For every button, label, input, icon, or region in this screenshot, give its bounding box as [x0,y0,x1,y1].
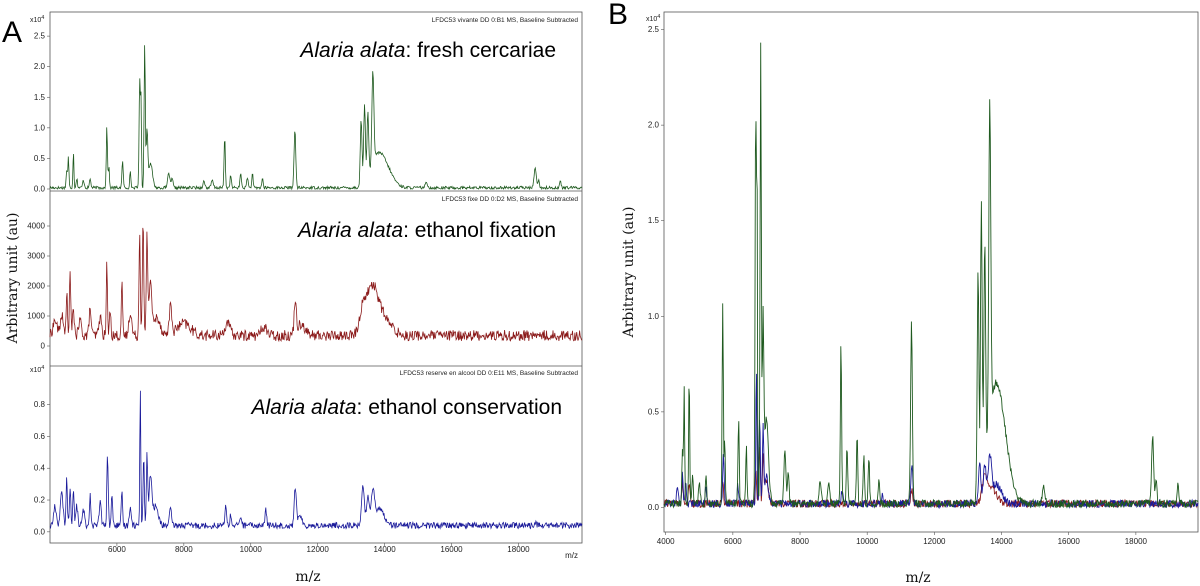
panel-a-x-tick-label: 12000 [307,545,330,554]
subplot-3-header: LFDC53 reserve en alcool DD 0:E11 MS, Ba… [400,370,579,377]
panel-b-y-tick-label: 1.0 [648,312,660,321]
panel-a-x-axis-title: m/z [295,569,320,585]
subplot-1-y-tick-label: 0.5 [34,154,46,163]
panel-b-y-axis-title: Arbitrary unit (au) [621,207,637,339]
panel-b-y-tick-label: 2.0 [648,121,660,130]
panel-b-x-tick-label: 16000 [1058,537,1081,546]
panel-a-x-tick-label: 10000 [240,545,263,554]
subplot-2-species: Alaria alata [296,219,403,242]
panel-b-spectra [663,42,1199,510]
subplot-2-annotation: Alaria alata: ethanol fixation [296,219,556,242]
subplot-2-header: LFDC53 fixe DD 0:D2 MS, Baseline Subtrac… [442,196,579,203]
subplot-3-species: Alaria alata [249,396,356,419]
panel-a-y-axis-title: Arbitrary unit (au) [5,213,21,345]
panel-b-letter: B [608,0,628,31]
subplot-1-spectrum-line [49,45,583,191]
subplot-1-species: Alaria alata [298,39,405,62]
subplot-3-y-ticks: 0.0 0.2 0.4 0.6 0.8 [34,400,50,536]
subplot-2-y-ticks: 0 1000 2000 3000 4000 [27,222,50,351]
panel-b: x104 0.0 0.5 1.0 1.5 2.0 2.5 4000 6000 8000 1000… [621,11,1199,586]
subplot-2-treatment: : ethanol fixation [403,219,556,242]
subplot-conservation: LFDC53 reserve en alcool DD 0:E11 MS, Ba… [30,365,583,536]
panel-b-x-ticks: 4000 6000 8000 10000 12000 14000 16000 18000 [657,532,1148,546]
panel-b-exponent-power: 4 [657,14,660,20]
panel-b-spectrum-line-3 [663,42,1199,509]
subplot-1-annotation: Alaria alata: fresh cercariae [298,39,556,62]
panel-a-x-tick-label: 16000 [440,545,463,554]
subplot-3-exponent: x104 [30,365,44,374]
panel-b-y-tick-label: 1.5 [648,216,660,225]
subplot-1-y-tick-label: 2.5 [34,32,46,41]
subplot-2-spectrum-line [49,227,583,343]
subplot-1-exponent: x104 [30,15,44,24]
panel-b-x-tick-label: 10000 [856,537,879,546]
subplot-fresh: LFDC53 vivante DD 0:B1 MS, Baseline Subt… [30,15,583,194]
panel-b-y-ticks: 0.0 0.5 1.0 1.5 2.0 2.5 [648,25,664,512]
panel-a-x-tick-label: 14000 [373,545,396,554]
subplot-3-exponent-power: 4 [41,365,44,371]
subplot-1-treatment: : fresh cercariae [405,39,556,62]
subplot-3-y-tick-label: 0.2 [34,496,46,505]
panel-a-frame [49,11,583,544]
subplot-fixation: LFDC53 fixe DD 0:D2 MS, Baseline Subtrac… [27,196,583,351]
panel-b-x-tick-label: 12000 [923,537,946,546]
subplot-1-exponent-power: 4 [41,15,44,21]
subplot-3-treatment: : ethanol conservation [357,396,562,419]
subplot-2-y-tick-label: 4000 [27,222,45,231]
panel-b-x-tick-label: 18000 [1125,537,1148,546]
subplot-1-header: LFDC53 vivante DD 0:B1 MS, Baseline Subt… [432,17,579,24]
subplot-3-y-tick-label: 0.6 [34,432,46,441]
panel-b-y-tick-label: 2.5 [648,25,660,34]
subplot-1-y-ticks: 0.0 0.5 1.0 1.5 2.0 2.5 [34,32,50,194]
panel-b-x-tick-label: 8000 [791,537,809,546]
subplot-1-exponent-base: x10 [30,17,41,24]
subplot-1-y-tick-label: 2.0 [34,62,46,71]
panel-b-y-tick-label: 0.0 [648,503,660,512]
panel-b-x-tick-label: 14000 [990,537,1013,546]
panel-b-exponent: x104 [646,14,660,23]
panel-a-letter: A [2,16,22,49]
panel-b-exponent-base: x10 [646,16,657,23]
subplot-3-exponent-base: x10 [30,367,41,374]
subplot-1-y-tick-label: 1.5 [34,93,46,102]
subplot-3-y-tick-label: 0.4 [34,464,46,473]
subplot-1-y-tick-label: 1.0 [34,123,46,132]
panel-a-x-tick-label: 6000 [108,545,126,554]
subplot-3-spectrum-line [49,390,583,530]
subplot-3-annotation: Alaria alata: ethanol conservation [249,396,562,419]
panel-a-axis-unit: m/z [565,551,578,560]
panel-a: LFDC53 vivante DD 0:B1 MS, Baseline Subt… [5,11,583,585]
subplot-3-y-tick-label: 0.0 [34,527,46,536]
panel-b-x-axis-title: m/z [905,570,930,586]
subplot-2-y-tick-label: 2000 [27,282,45,291]
subplot-2-y-tick-label: 3000 [27,252,45,261]
panel-a-x-ticks: 6000 8000 10000 12000 14000 16000 18000 [108,543,530,554]
panel-b-y-tick-label: 0.5 [648,407,660,416]
panel-b-x-tick-label: 4000 [657,537,675,546]
panel-a-x-tick-label: 18000 [507,545,530,554]
subplot-1-y-tick-label: 0.0 [34,185,46,194]
panel-a-x-tick-label: 8000 [175,545,193,554]
subplot-3-y-tick-label: 0.8 [34,400,46,409]
subplot-2-y-tick-label: 0 [41,342,46,351]
panel-b-x-tick-label: 6000 [724,537,742,546]
panel-b-frame [663,11,1199,533]
subplot-2-y-tick-label: 1000 [27,312,45,321]
